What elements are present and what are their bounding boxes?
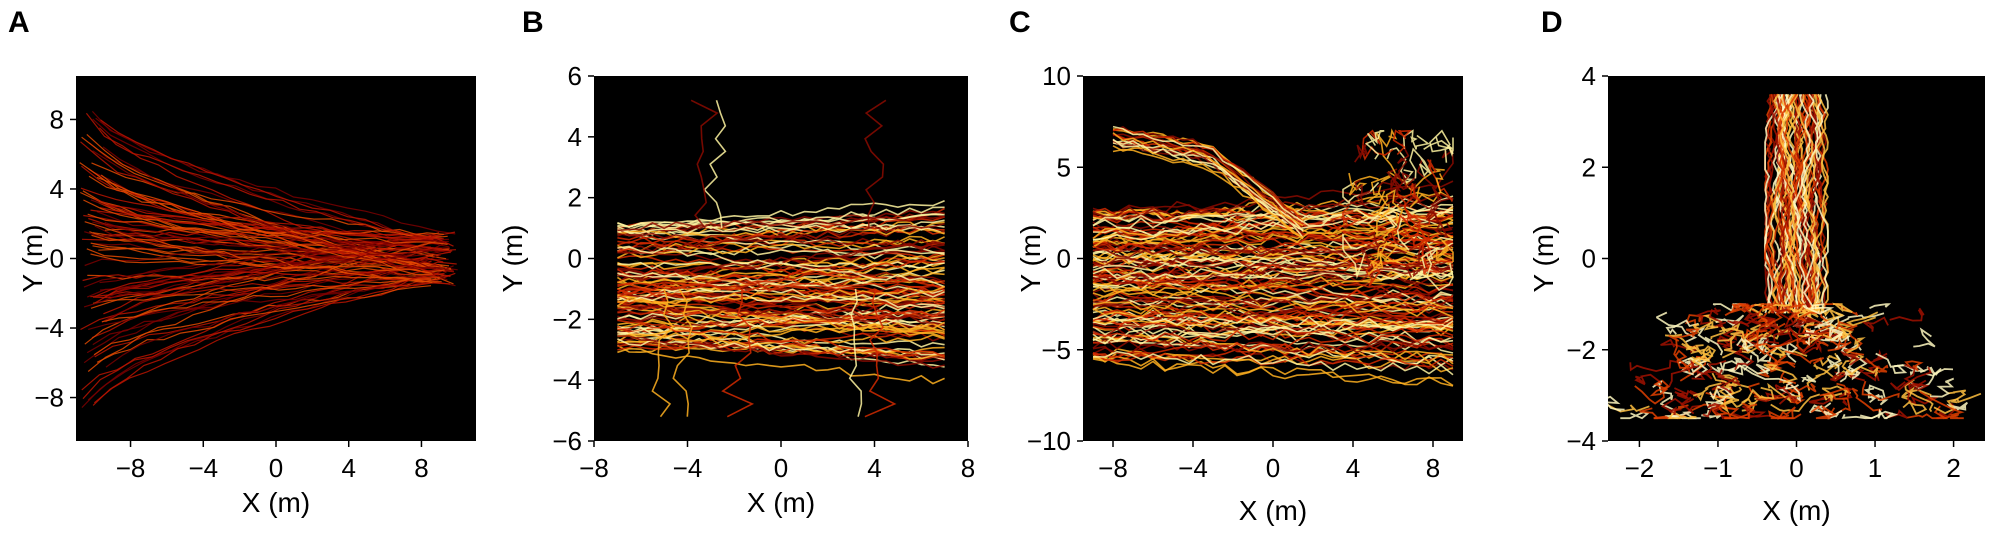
x-axis-label: X (m) — [1239, 495, 1307, 526]
x-tick-label: 1 — [1868, 453, 1882, 483]
x-tick-label: −1 — [1703, 453, 1733, 483]
y-tick-label: 2 — [1582, 152, 1596, 182]
y-axis-label: Y (m) — [497, 225, 528, 293]
y-tick-label: −6 — [552, 426, 582, 456]
y-tick-label: −4 — [34, 313, 64, 343]
y-tick-label: 0 — [568, 244, 582, 274]
x-tick-label: −8 — [116, 453, 146, 483]
y-tick-label: 4 — [50, 174, 64, 204]
y-tick-label: 0 — [1582, 244, 1596, 274]
x-tick-label: 0 — [774, 453, 788, 483]
x-axis-label: X (m) — [747, 487, 815, 518]
panel-D: D −2 −1 0 1 2 −4 −2 0 2 4 X (m) Y (m) — [1528, 6, 1985, 526]
x-tick-label: 8 — [961, 453, 975, 483]
panel-letter: B — [522, 6, 544, 39]
x-tick-label: −4 — [188, 453, 218, 483]
y-axis-label: Y (m) — [1528, 225, 1559, 293]
panel-A: A −8 −4 0 4 8 −8 −4 0 4 8 X (m) Y (m) — [8, 6, 476, 518]
x-tick-label: −4 — [1178, 453, 1208, 483]
x-tick-label: −2 — [1625, 453, 1655, 483]
y-tick-label: −10 — [1027, 426, 1071, 456]
x-tick-label: 4 — [867, 453, 881, 483]
x-tick-label: −8 — [1098, 453, 1128, 483]
panel-B: B −8 −4 0 4 8 −6 −4 −2 0 2 4 6 X (m) Y (m) — [497, 6, 975, 518]
y-tick-label: −4 — [1566, 426, 1596, 456]
x-tick-label: 8 — [414, 453, 428, 483]
y-tick-label: 4 — [568, 122, 582, 152]
y-tick-label: 8 — [50, 104, 64, 134]
x-tick-label: 0 — [1266, 453, 1280, 483]
x-tick-label: −4 — [673, 453, 703, 483]
y-axis-label: Y (m) — [17, 225, 48, 293]
x-tick-label: 2 — [1946, 453, 1960, 483]
y-tick-label: 4 — [1582, 61, 1596, 91]
y-tick-label: −4 — [552, 365, 582, 395]
y-tick-label: 5 — [1057, 152, 1071, 182]
y-tick-label: 0 — [1057, 244, 1071, 274]
panel-C: C −8 −4 0 4 8 −10 −5 0 5 10 X (m) Y (m) — [1009, 6, 1463, 526]
y-tick-label: 2 — [568, 183, 582, 213]
y-tick-label: −2 — [1566, 335, 1596, 365]
y-axis-label: Y (m) — [1015, 225, 1046, 293]
x-tick-label: 4 — [341, 453, 355, 483]
x-tick-label: 4 — [1346, 453, 1360, 483]
y-tick-label: −2 — [552, 304, 582, 334]
x-tick-label: 0 — [1789, 453, 1803, 483]
x-tick-label: 8 — [1426, 453, 1440, 483]
panel-letter: C — [1009, 6, 1031, 39]
y-tick-label: 0 — [50, 244, 64, 274]
panel-letter: D — [1541, 6, 1563, 39]
x-axis-label: X (m) — [242, 487, 310, 518]
panel-letter: A — [8, 6, 30, 39]
y-tick-label: −5 — [1041, 335, 1071, 365]
x-axis-label: X (m) — [1762, 495, 1830, 526]
y-tick-label: 10 — [1042, 61, 1071, 91]
x-tick-label: −8 — [579, 453, 609, 483]
x-tick-label: 0 — [269, 453, 283, 483]
y-tick-label: −8 — [34, 383, 64, 413]
y-tick-label: 6 — [568, 61, 582, 91]
